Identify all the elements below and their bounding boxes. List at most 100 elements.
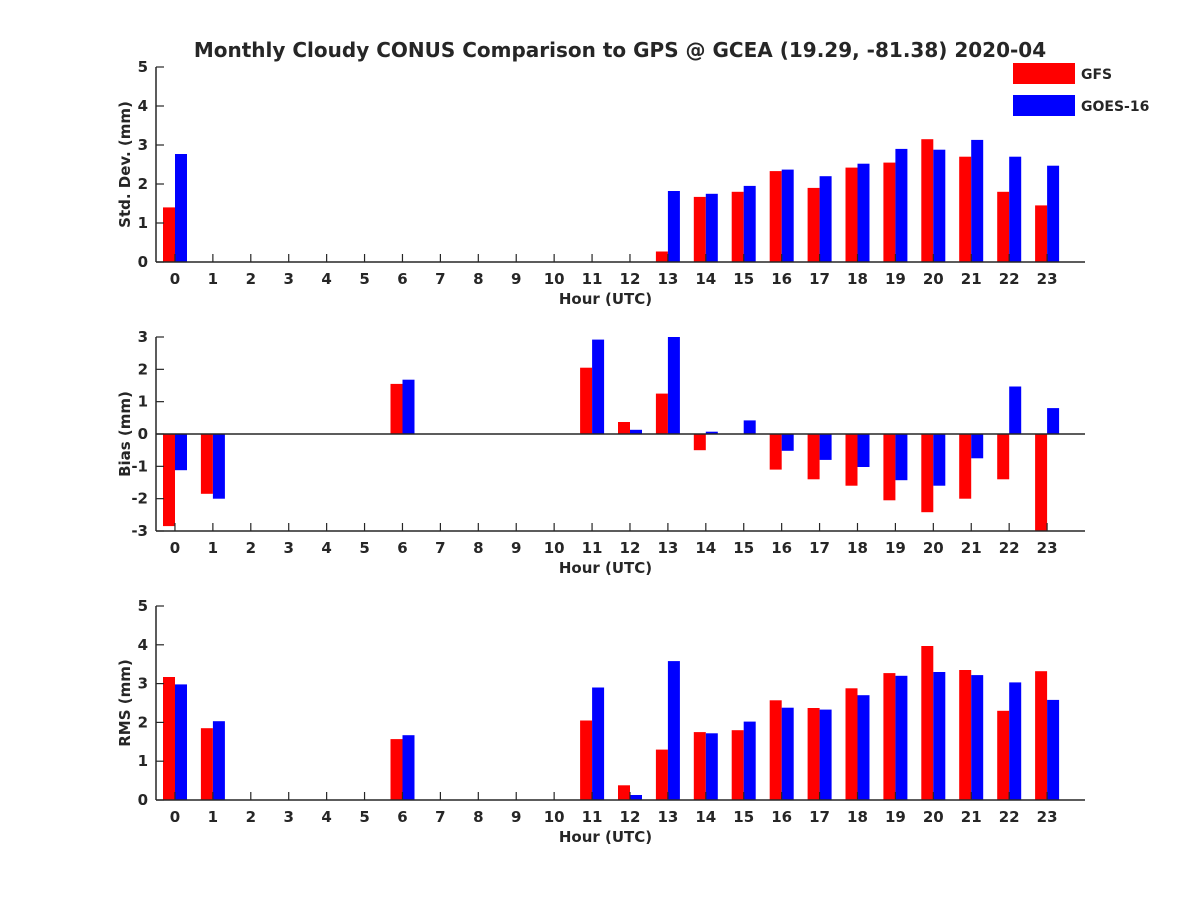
bar-goes16-hour-11 — [592, 687, 605, 800]
x-tick-label: 6 — [397, 539, 407, 557]
x-tick-label: 23 — [1037, 270, 1058, 288]
bar-gfs-hour-19 — [883, 162, 896, 262]
x-tick-label: 6 — [397, 270, 407, 288]
x-tick-label: 10 — [544, 270, 565, 288]
bar-gfs-hour-11 — [580, 720, 593, 800]
bar-goes16-hour-14 — [705, 733, 718, 800]
y-tick-label: -3 — [131, 522, 148, 540]
bar-goes16-hour-14 — [705, 193, 718, 263]
x-tick-label: 14 — [695, 270, 716, 288]
x-tick-label: 9 — [511, 270, 521, 288]
bar-gfs-hour-21 — [959, 670, 972, 800]
x-tick-label: 2 — [246, 539, 256, 557]
bar-goes16-hour-20 — [933, 672, 946, 800]
bar-goes16-hour-23 — [1047, 408, 1060, 434]
bar-gfs-hour-12 — [618, 785, 630, 800]
y-tick-label: 3 — [138, 328, 148, 346]
bar-goes16-hour-15 — [743, 420, 756, 434]
x-tick-label: 4 — [321, 539, 331, 557]
x-tick-label: 5 — [359, 270, 369, 288]
bar-gfs-hour-18 — [845, 434, 858, 486]
x-tick-label: 21 — [961, 539, 982, 557]
x-tick-label: 18 — [847, 808, 868, 826]
bar-goes16-hour-17 — [819, 709, 832, 800]
x-tick-label: 11 — [582, 539, 603, 557]
bar-gfs-hour-21 — [959, 434, 972, 499]
x-tick-label: 7 — [435, 539, 445, 557]
bar-goes16-hour-19 — [895, 675, 908, 800]
bar-goes16-hour-21 — [971, 434, 984, 459]
x-tick-label: 20 — [923, 808, 944, 826]
x-tick-label: 1 — [208, 270, 218, 288]
bar-gfs-hour-15 — [731, 730, 744, 800]
bar-goes16-hour-19 — [895, 148, 908, 262]
bar-goes16-hour-23 — [1047, 165, 1060, 262]
bar-gfs-hour-11 — [580, 367, 593, 434]
x-tick-label: 12 — [620, 808, 641, 826]
x-tick-label: 15 — [733, 539, 754, 557]
bar-goes16-hour-16 — [781, 434, 794, 451]
x-tick-label: 17 — [809, 539, 830, 557]
x-axis-label: Hour (UTC) — [559, 290, 652, 308]
x-tick-label: 6 — [397, 808, 407, 826]
y-tick-label: -2 — [131, 490, 148, 508]
x-tick-label: 7 — [435, 270, 445, 288]
y-tick-label: 4 — [138, 636, 148, 654]
y-tick-label: 5 — [138, 597, 148, 615]
x-tick-label: 23 — [1037, 808, 1058, 826]
bar-gfs-hour-6 — [390, 739, 403, 800]
bar-gfs-hour-16 — [769, 700, 782, 800]
y-tick-label: 1 — [138, 393, 148, 411]
x-tick-label: 16 — [771, 539, 792, 557]
y-tick-label: 5 — [138, 58, 148, 76]
bar-goes16-hour-6 — [402, 379, 415, 434]
bar-goes16-hour-17 — [819, 176, 832, 262]
bar-goes16-hour-18 — [857, 163, 870, 262]
bar-goes16-hour-16 — [781, 707, 794, 800]
x-tick-label: 5 — [359, 539, 369, 557]
bar-gfs-hour-22 — [997, 434, 1010, 480]
x-tick-label: 1 — [208, 808, 218, 826]
bar-goes16-hour-22 — [1009, 682, 1022, 800]
y-tick-label: 0 — [138, 253, 148, 271]
x-tick-label: 16 — [771, 270, 792, 288]
bar-goes16-hour-11 — [592, 339, 605, 434]
bar-goes16-hour-21 — [971, 675, 984, 800]
y-tick-label: 2 — [138, 175, 148, 193]
x-tick-label: 13 — [657, 539, 678, 557]
x-tick-label: 8 — [473, 808, 483, 826]
bar-goes16-hour-0 — [175, 154, 187, 262]
bar-goes16-hour-12 — [630, 795, 642, 800]
bar-gfs-hour-16 — [769, 171, 782, 262]
bar-gfs-hour-13 — [655, 749, 668, 800]
bar-goes16-hour-13 — [667, 661, 680, 800]
bar-goes16-hour-22 — [1009, 156, 1022, 262]
y-tick-label: 2 — [138, 360, 148, 378]
x-tick-label: 15 — [733, 270, 754, 288]
x-tick-label: 19 — [885, 808, 906, 826]
x-tick-label: 15 — [733, 808, 754, 826]
bar-gfs-hour-17 — [807, 187, 820, 262]
bar-goes16-hour-1 — [212, 434, 225, 499]
x-tick-label: 22 — [999, 270, 1020, 288]
bar-gfs-hour-1 — [200, 728, 213, 800]
x-tick-label: 3 — [283, 270, 293, 288]
bar-goes16-hour-6 — [402, 735, 415, 800]
x-tick-label: 12 — [620, 270, 641, 288]
x-tick-label: 14 — [695, 539, 716, 557]
y-tick-label: 0 — [138, 425, 148, 443]
bar-goes16-hour-0 — [175, 684, 187, 800]
x-tick-label: 8 — [473, 539, 483, 557]
x-tick-label: 19 — [885, 539, 906, 557]
y-axis-label: Std. Dev. (mm) — [116, 101, 134, 228]
x-tick-label: 0 — [170, 539, 180, 557]
bar-goes16-hour-1 — [212, 721, 225, 800]
bar-gfs-hour-19 — [883, 673, 896, 800]
x-tick-label: 22 — [999, 808, 1020, 826]
y-tick-label: -1 — [131, 457, 148, 475]
x-tick-label: 22 — [999, 539, 1020, 557]
bar-gfs-hour-1 — [200, 434, 213, 494]
